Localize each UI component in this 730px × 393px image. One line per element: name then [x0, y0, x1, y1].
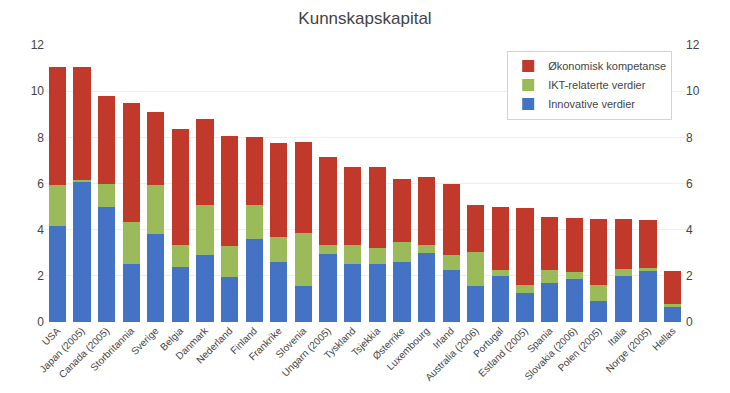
svg-text:2: 2 [37, 269, 44, 283]
svg-text:8: 8 [686, 131, 693, 145]
svg-text:Innovative verdier: Innovative verdier [548, 98, 635, 110]
svg-text:Luxembourg: Luxembourg [384, 325, 431, 372]
svg-text:Tsjekkia: Tsjekkia [349, 325, 382, 358]
svg-text:Italia: Italia [606, 325, 629, 348]
svg-text:Slovenia: Slovenia [274, 325, 309, 360]
svg-text:Japan (2005): Japan (2005) [37, 325, 86, 374]
svg-text:4: 4 [686, 223, 693, 237]
svg-text:Polen (2005): Polen (2005) [556, 325, 604, 373]
svg-text:6: 6 [686, 177, 693, 191]
svg-text:IKT-relaterte verdier: IKT-relaterte verdier [548, 79, 646, 91]
svg-text:4: 4 [37, 223, 44, 237]
svg-text:USA: USA [40, 325, 63, 348]
svg-text:Hellas: Hellas [650, 325, 677, 352]
svg-text:Australia (2006): Australia (2006) [423, 325, 481, 383]
svg-text:Tyskland: Tyskland [322, 325, 358, 361]
svg-text:0: 0 [686, 315, 693, 329]
svg-text:Nederland: Nederland [194, 325, 234, 365]
svg-text:Estland (2005): Estland (2005) [476, 325, 530, 379]
svg-text:Spania: Spania [525, 325, 555, 355]
svg-text:Canada (2005): Canada (2005) [57, 325, 112, 380]
svg-text:12: 12 [686, 38, 700, 52]
svg-text:Frankrike: Frankrike [247, 325, 285, 363]
svg-text:Finland: Finland [228, 325, 259, 356]
svg-text:10: 10 [686, 84, 700, 98]
svg-text:10: 10 [31, 84, 45, 98]
svg-text:8: 8 [37, 131, 44, 145]
svg-text:Sverige: Sverige [129, 325, 161, 357]
svg-text:Portugal: Portugal [471, 325, 505, 359]
svg-text:2: 2 [686, 269, 693, 283]
svg-text:Storbritannia: Storbritannia [88, 325, 136, 373]
svg-text:0: 0 [37, 315, 44, 329]
svg-text:Norge (2005): Norge (2005) [604, 325, 653, 374]
svg-text:Østerrike: Østerrike [370, 325, 407, 362]
svg-text:Økonomisk kompetanse: Økonomisk kompetanse [548, 60, 666, 72]
svg-text:Belgia: Belgia [158, 325, 186, 353]
svg-text:Irland: Irland [431, 325, 456, 350]
svg-text:Kunnskapskapital: Kunnskapskapital [298, 9, 431, 28]
svg-text:12: 12 [31, 38, 45, 52]
svg-text:Slovakia (2006): Slovakia (2006) [522, 325, 579, 382]
svg-text:Ungarn (2005): Ungarn (2005) [280, 325, 333, 378]
svg-text:6: 6 [37, 177, 44, 191]
svg-text:Danmark: Danmark [173, 324, 210, 361]
